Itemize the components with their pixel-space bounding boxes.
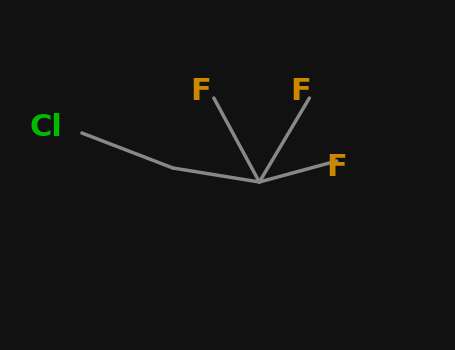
Text: F: F	[290, 77, 311, 105]
Text: F: F	[190, 77, 211, 105]
Text: Cl: Cl	[29, 113, 62, 142]
Text: F: F	[326, 154, 347, 182]
